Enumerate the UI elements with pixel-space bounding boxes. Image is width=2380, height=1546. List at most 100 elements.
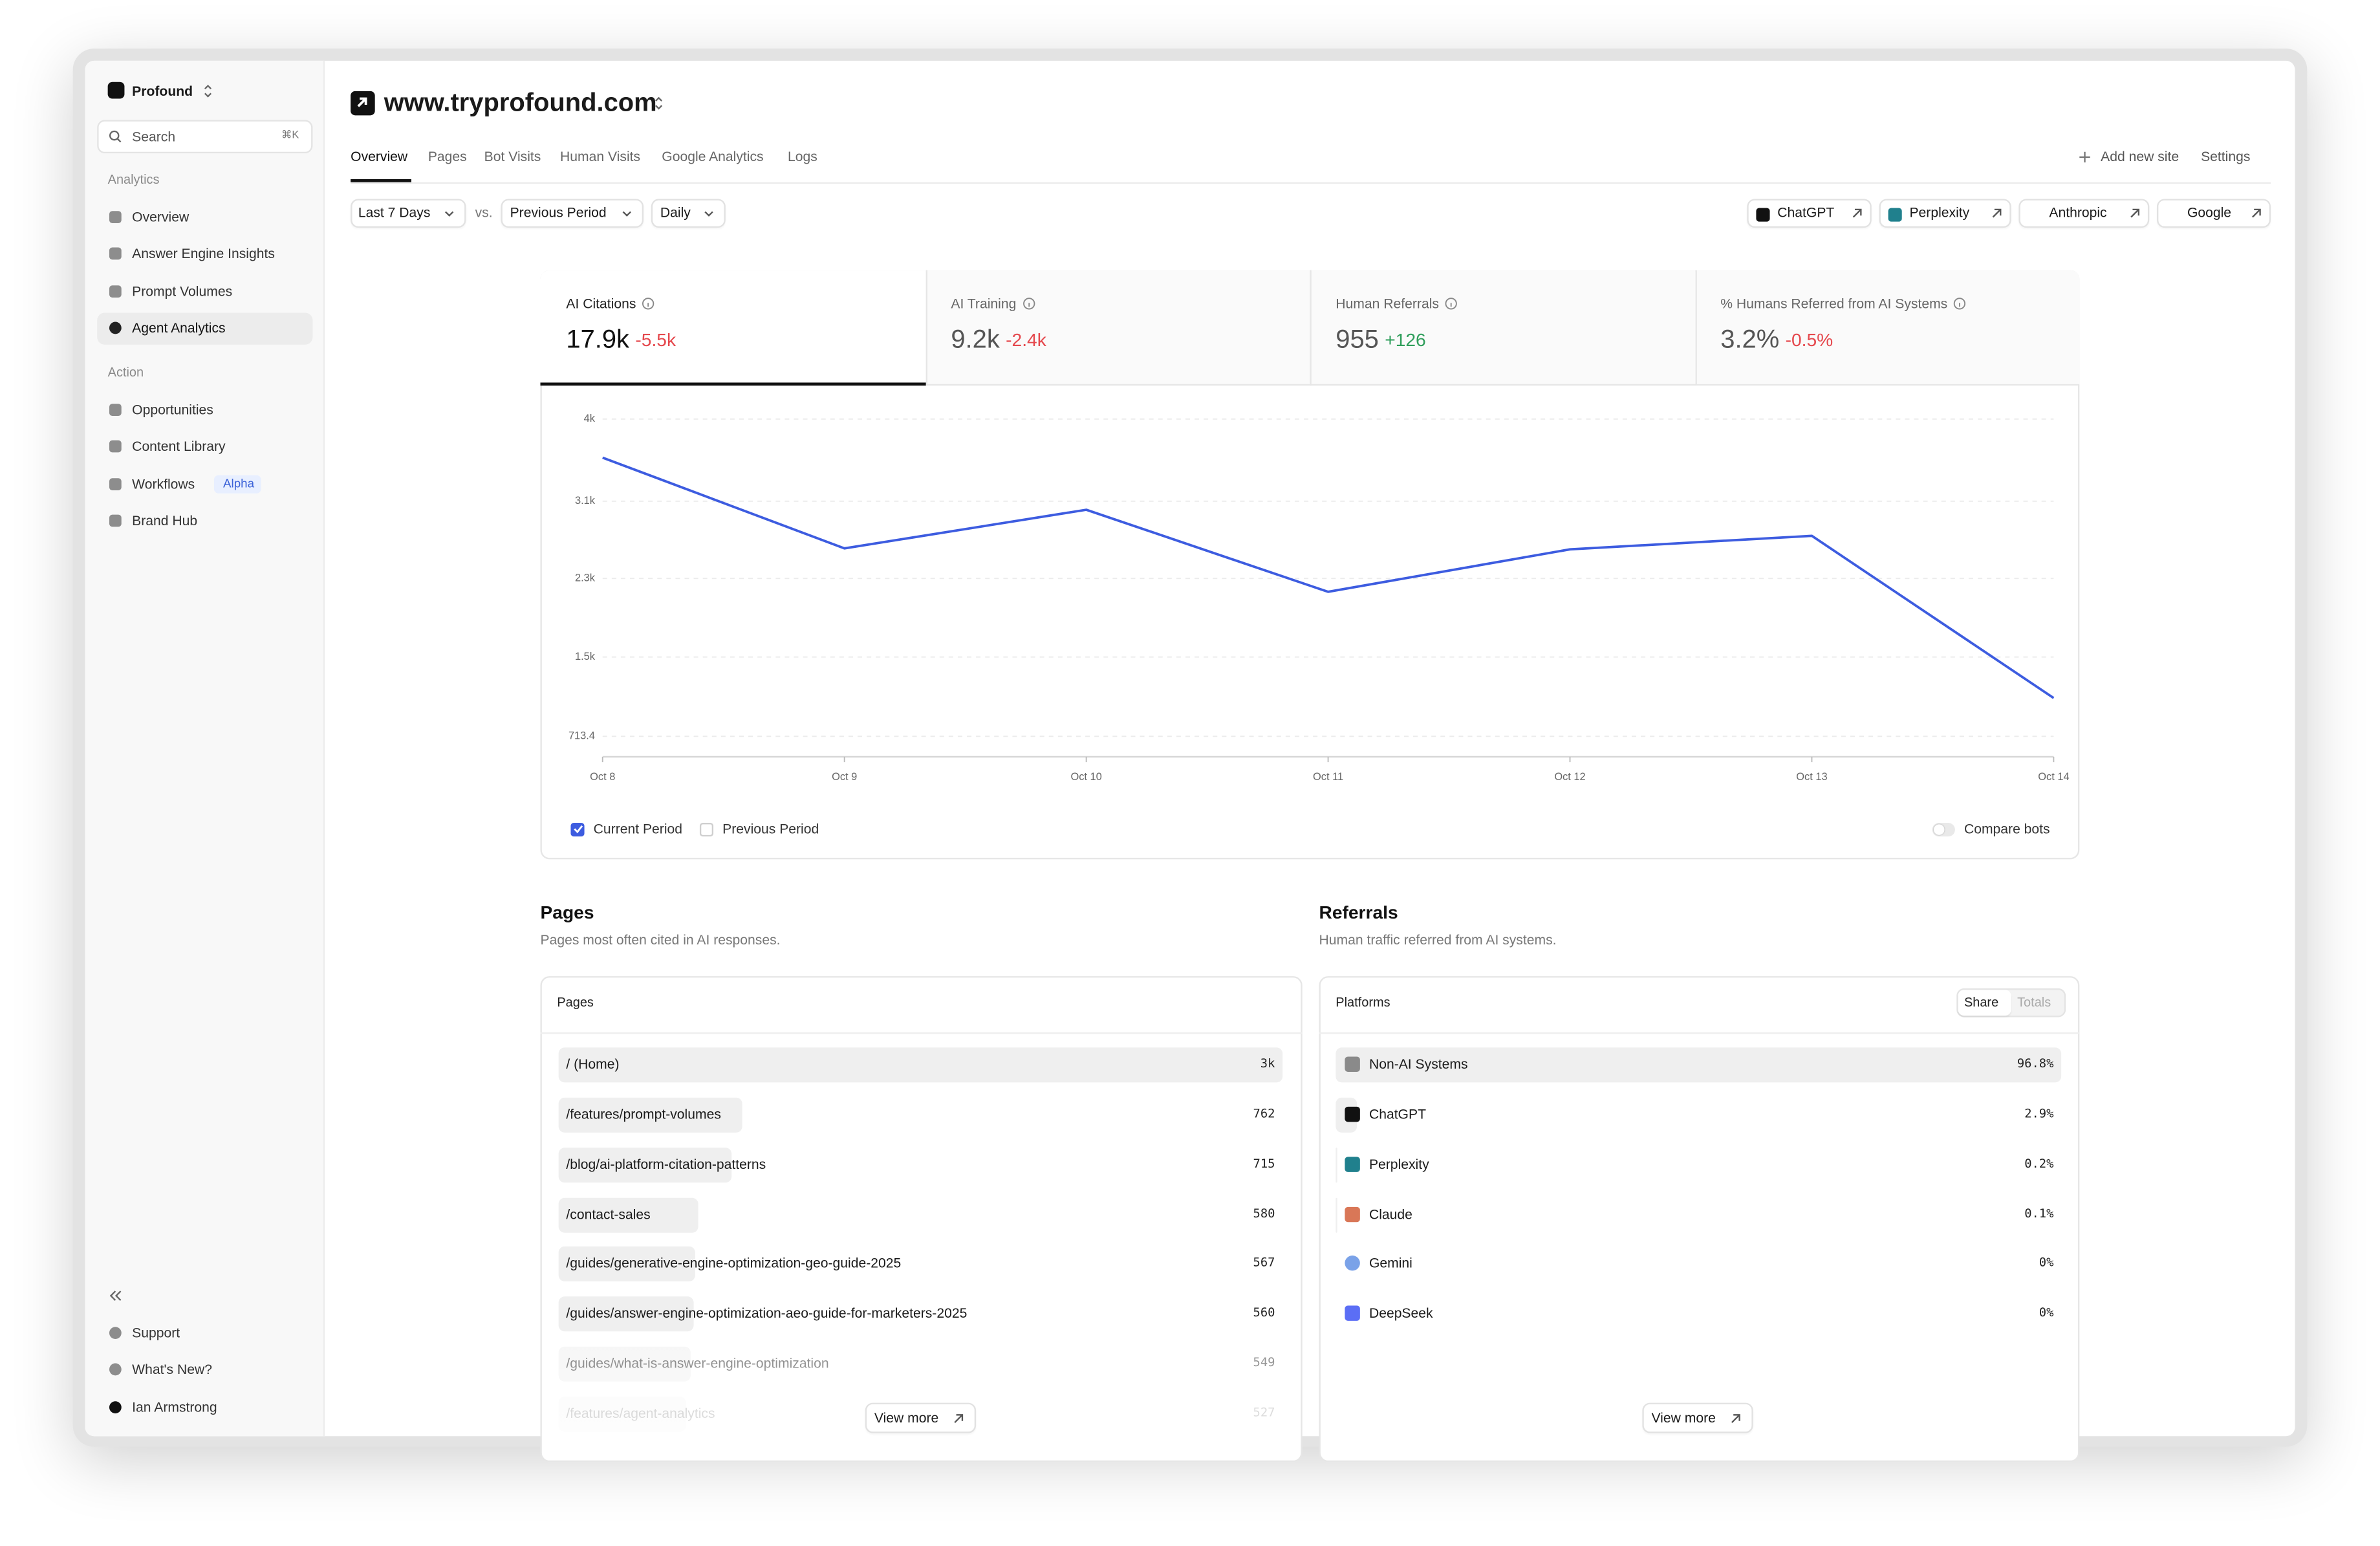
filter-compare: Previous Period bbox=[510, 205, 607, 221]
tab[interactable]: Google Analytics bbox=[662, 148, 764, 164]
workspace-name[interactable]: Profound bbox=[132, 83, 193, 98]
platform-name[interactable]: Perplexity bbox=[1368, 1156, 1429, 1172]
tab[interactable]: Pages bbox=[427, 148, 467, 164]
card-divider bbox=[540, 1032, 1303, 1034]
site-logo-mark bbox=[357, 97, 367, 107]
view-more: View more bbox=[1651, 1410, 1716, 1426]
platform-name[interactable]: Non-AI Systems bbox=[1368, 1056, 1468, 1072]
page-path[interactable]: /guides/answer-engine-optimization-aeo-g… bbox=[566, 1305, 968, 1321]
platform-name[interactable]: Gemini bbox=[1368, 1255, 1412, 1270]
nav-item[interactable]: Content Library bbox=[132, 438, 226, 454]
toggle-knob bbox=[1934, 823, 1945, 834]
chevron bbox=[444, 210, 454, 216]
platform-share: 2.9% bbox=[2024, 1107, 2054, 1121]
engine-icon bbox=[1756, 207, 1770, 221]
chevron bbox=[704, 210, 713, 216]
nav-icon bbox=[109, 285, 122, 298]
button[interactable] bbox=[501, 199, 644, 228]
footer-item[interactable]: Support bbox=[132, 1325, 180, 1340]
section-subtitle: Human traffic referred from AI systems. bbox=[1319, 931, 1557, 947]
footer-item[interactable]: What's New? bbox=[132, 1361, 212, 1377]
legend-label[interactable]: Current Period bbox=[593, 820, 683, 836]
metric-delta: -0.5% bbox=[1785, 329, 1834, 351]
view-more: View more bbox=[874, 1410, 939, 1426]
page-path[interactable]: /guides/generative-engine-optimization-g… bbox=[566, 1255, 902, 1270]
metric-label: Human Referrals bbox=[1336, 295, 1439, 311]
page-path[interactable]: /features/prompt-volumes bbox=[566, 1106, 721, 1122]
section-label: Analytics bbox=[107, 171, 160, 187]
engine-chip: Google bbox=[2187, 205, 2232, 221]
metric-delta: +126 bbox=[1385, 329, 1426, 351]
nav-item[interactable]: Answer Engine Insights bbox=[132, 245, 275, 261]
badge: Alpha bbox=[223, 477, 255, 491]
metric-label: AI Citations bbox=[566, 295, 636, 311]
header-action[interactable]: Settings bbox=[2201, 148, 2251, 164]
page-count: 560 bbox=[1253, 1305, 1275, 1320]
segment[interactable]: Share bbox=[1964, 994, 1999, 1009]
metric-tab[interactable] bbox=[925, 270, 1310, 386]
info-icon bbox=[1953, 298, 1966, 310]
page-count: 3k bbox=[1260, 1056, 1275, 1071]
legend-checkbox[interactable] bbox=[699, 822, 714, 836]
platform-share: 0% bbox=[2039, 1256, 2054, 1270]
y-tick-label: 3.1k bbox=[575, 495, 596, 506]
tab[interactable]: Human Visits bbox=[560, 148, 641, 164]
engine-chip: Anthropic bbox=[2049, 205, 2107, 221]
segment[interactable]: Totals bbox=[2017, 994, 2051, 1009]
metric-tab[interactable] bbox=[1694, 270, 2080, 386]
info-icon bbox=[1022, 298, 1035, 310]
page-path[interactable]: /blog/ai-platform-citation-patterns bbox=[566, 1156, 766, 1172]
tab[interactable]: Logs bbox=[788, 148, 817, 164]
engine-chip: Perplexity bbox=[1909, 205, 1970, 221]
page-count: 580 bbox=[1253, 1206, 1275, 1221]
metric-tab[interactable] bbox=[1310, 270, 1695, 386]
site-title[interactable]: www.tryprofound.com bbox=[384, 88, 657, 117]
platform-name[interactable]: Claude bbox=[1368, 1206, 1412, 1222]
x-tick-label: Oct 14 bbox=[2038, 771, 2069, 783]
platform-icon bbox=[1345, 1255, 1360, 1271]
nav-item[interactable]: Workflows bbox=[132, 476, 195, 492]
x-tick-label: Oct 9 bbox=[832, 771, 857, 783]
platform-share: 0% bbox=[2039, 1306, 2054, 1320]
platform-name[interactable]: ChatGPT bbox=[1368, 1106, 1426, 1122]
platform-name[interactable]: DeepSeek bbox=[1368, 1305, 1433, 1321]
tab[interactable]: Overview bbox=[351, 148, 408, 164]
nav-item[interactable]: Prompt Volumes bbox=[132, 283, 233, 299]
tab-underline bbox=[351, 179, 412, 182]
tab[interactable]: Bot Visits bbox=[484, 148, 541, 164]
metric-value: 17.9k bbox=[566, 325, 630, 354]
metric-delta: -2.4k bbox=[1006, 329, 1046, 351]
y-tick-label: 2.3k bbox=[575, 572, 596, 584]
info-icon bbox=[1445, 298, 1457, 310]
search-box[interactable] bbox=[97, 120, 313, 154]
platform-share: 0.1% bbox=[2024, 1207, 2054, 1221]
page-path[interactable]: / (Home) bbox=[566, 1056, 620, 1072]
legend-label[interactable]: Previous Period bbox=[722, 820, 819, 836]
nav-item[interactable]: Brand Hub bbox=[132, 512, 198, 528]
button[interactable] bbox=[651, 199, 726, 228]
page-path[interactable]: /contact-sales bbox=[566, 1206, 651, 1222]
platform-share: 96.8% bbox=[2017, 1057, 2054, 1071]
footer-item[interactable]: Ian Armstrong bbox=[132, 1399, 217, 1415]
nav-item[interactable]: Opportunities bbox=[132, 402, 213, 417]
header-action[interactable]: Add new site bbox=[2101, 148, 2180, 164]
card-divider bbox=[1319, 1032, 2080, 1034]
filter-vs: vs. bbox=[475, 205, 493, 221]
platform-share: 0.2% bbox=[2024, 1157, 2054, 1171]
nav-icon bbox=[109, 478, 122, 491]
info-icon bbox=[642, 298, 654, 310]
row-bar bbox=[558, 1296, 694, 1331]
nav-item[interactable]: Agent Analytics bbox=[132, 320, 226, 335]
nav-icon bbox=[109, 440, 122, 453]
segment-active[interactable] bbox=[1958, 990, 2011, 1016]
metric-tab[interactable] bbox=[540, 270, 925, 386]
row-bar bbox=[558, 1047, 1283, 1082]
metric-label: AI Training bbox=[951, 295, 1017, 311]
nav-item[interactable]: Overview bbox=[132, 209, 189, 224]
platform-icon bbox=[1345, 1206, 1360, 1223]
x-tick-label: Oct 8 bbox=[590, 771, 615, 783]
x-tick-label: Oct 11 bbox=[1313, 771, 1343, 783]
section-subtitle: Pages most often cited in AI responses. bbox=[540, 931, 781, 947]
search-shortcut: ⌘K bbox=[281, 131, 299, 142]
legend-checkbox[interactable] bbox=[570, 822, 585, 836]
